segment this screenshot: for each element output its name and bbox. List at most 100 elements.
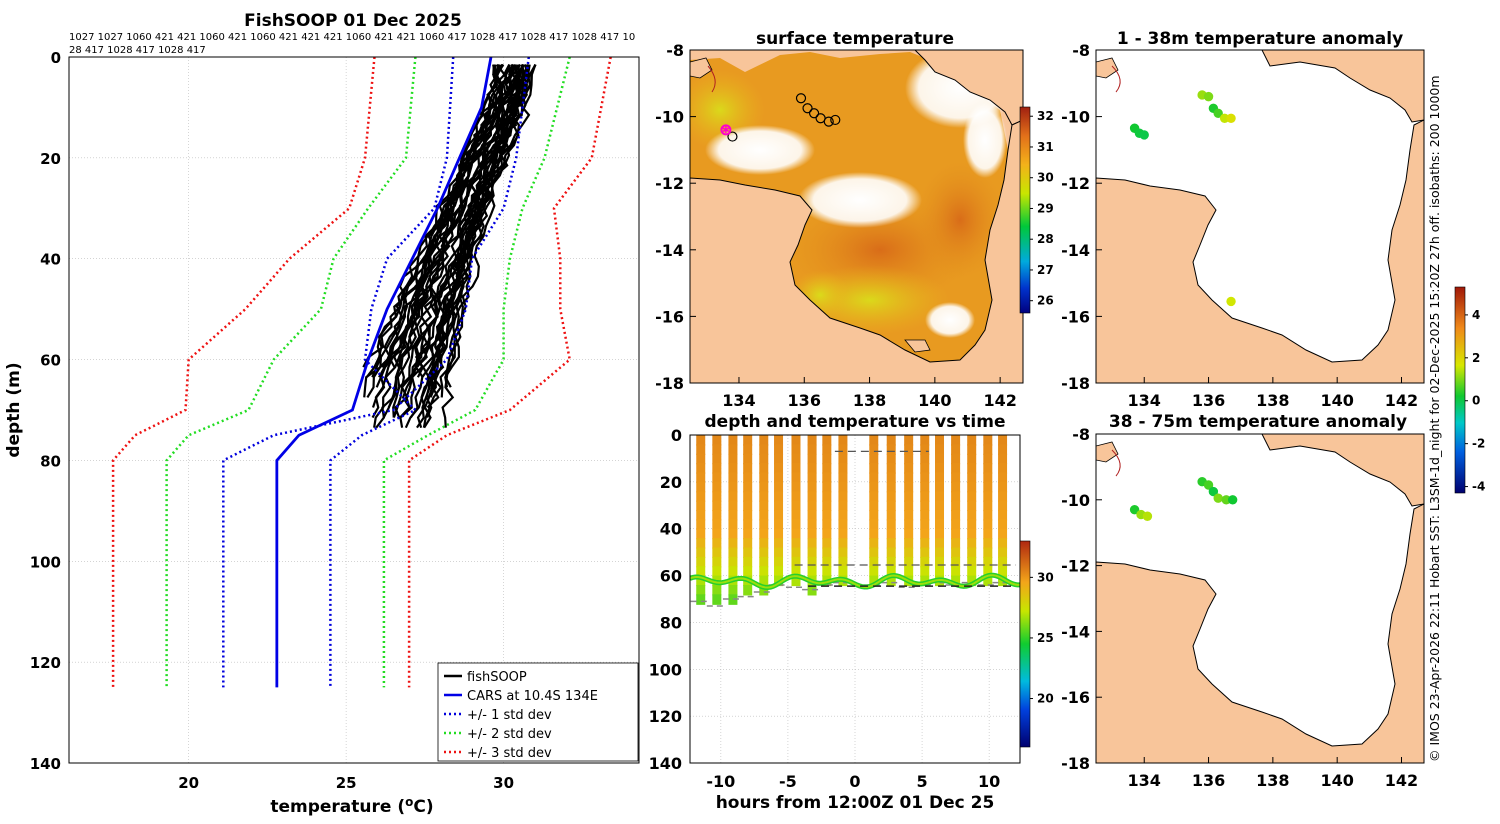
cast-segment <box>869 519 879 530</box>
profile-ytick-label: 80 <box>40 452 61 470</box>
legend-label: +/- 1 std dev <box>467 708 552 723</box>
cast-segment <box>920 519 930 530</box>
profile-ytick-label: 100 <box>30 553 61 571</box>
fishsoop-profile <box>392 64 511 418</box>
cast-segment <box>869 566 879 577</box>
land-north-east <box>1261 434 1424 507</box>
cast-segment <box>743 481 753 493</box>
cast-segment <box>935 547 945 558</box>
cast-segment <box>774 491 784 502</box>
cast-segment <box>728 463 738 474</box>
current-position-star: ✱ <box>722 126 730 136</box>
map-ytick-label: -16 <box>655 307 684 326</box>
time-ytick-label: 60 <box>660 567 682 586</box>
cast-segment <box>838 547 848 558</box>
cast-segment <box>838 509 848 521</box>
anomaly-deep-map <box>1096 434 1424 763</box>
map-xtick-label: 142 <box>1385 771 1418 790</box>
profile-xlabel: temperature (oC) <box>270 795 433 817</box>
cast-segment <box>807 547 817 558</box>
fishsoop-profile <box>409 64 528 419</box>
cast-segment <box>743 538 753 549</box>
anomaly-shallow-points <box>1129 90 1236 307</box>
cast-segment <box>774 481 784 493</box>
profile-legend: fishSOOP CARS at 10.4S 134E +/- 1 std dev +… <box>437 662 639 762</box>
anomaly-deep-points <box>1129 477 1238 521</box>
cast-segment <box>935 472 945 484</box>
cast-segment <box>696 556 706 568</box>
cast-segment <box>904 453 914 465</box>
cast-segment <box>886 538 896 549</box>
cast-segment <box>696 481 706 493</box>
cast-segment <box>983 547 993 558</box>
cast-segment <box>998 528 1008 540</box>
profile-ytick-label: 20 <box>40 150 61 168</box>
cast-segment <box>886 566 896 577</box>
map-ytick-label: -18 <box>1061 754 1090 773</box>
cast-segment <box>998 566 1008 577</box>
cast-segment <box>728 519 738 530</box>
land-gulf-coast <box>1096 503 1424 763</box>
cast-segment <box>759 500 769 512</box>
cast-segment <box>743 528 753 540</box>
colorbar-tick-label: 30 <box>1037 171 1054 185</box>
cast-segment <box>822 538 832 549</box>
cast-segment <box>696 528 706 540</box>
cast-segment <box>838 481 848 493</box>
anomaly-shallow-ticks: -8 -10 -12 -14 -16 -18 134 136 138 140 142 <box>1061 41 1418 410</box>
cast-segment <box>791 566 801 577</box>
cast-segment <box>712 453 722 465</box>
sst-cast-marker <box>823 116 834 127</box>
cast-segment <box>998 435 1008 446</box>
cast-segment <box>935 453 945 465</box>
legend-label: CARS at 10.4S 134E <box>467 689 598 704</box>
cast-segment <box>920 481 930 493</box>
cast-segment <box>728 435 738 446</box>
cast-segment <box>822 472 832 484</box>
cast-segment <box>728 472 738 484</box>
cast-segment <box>728 509 738 521</box>
cast-segment <box>920 472 930 484</box>
cast-segment <box>807 481 817 493</box>
cast-segment <box>998 444 1008 455</box>
cast-segment <box>904 566 914 577</box>
cast-segment <box>774 509 784 521</box>
land-gulf-coast <box>690 119 1023 383</box>
map-ytick-label: -14 <box>1061 622 1090 641</box>
map-xtick-label: 136 <box>788 391 821 410</box>
cast-segment <box>920 538 930 549</box>
cast-segment <box>998 538 1008 549</box>
cast-segment <box>791 575 801 587</box>
cast-segment <box>869 500 879 512</box>
cast-segment <box>904 491 914 502</box>
cast-segment <box>886 491 896 502</box>
cast-segment <box>712 556 722 568</box>
cast-segment <box>822 509 832 521</box>
fishsoop-profile <box>444 64 525 388</box>
cast-segment <box>983 472 993 484</box>
map-ytick-label: -10 <box>1061 108 1090 127</box>
cast-segment <box>951 500 961 512</box>
colorbar-tick-label: -2 <box>1472 437 1485 451</box>
cast-segment <box>807 444 817 455</box>
profile-xtick-label: 30 <box>493 774 514 792</box>
sst-title: surface temperature <box>756 29 954 49</box>
anomaly-deep-frame <box>1095 433 1425 764</box>
cast-segment <box>728 566 738 577</box>
cast-segment <box>967 444 977 455</box>
cast-segment <box>743 509 753 521</box>
cast-segment <box>983 453 993 465</box>
cast-segment <box>983 481 993 493</box>
cast-segment <box>838 463 848 474</box>
legend-box <box>437 662 639 762</box>
cast-segment <box>712 509 722 521</box>
cast-segment <box>791 538 801 549</box>
profile-panel: FishSOOP 01 Dec 2025 1027 1027 1060 421 … <box>4 11 640 817</box>
cast-segment <box>920 500 930 512</box>
std2-right-line <box>382 57 571 688</box>
surface-temperature-panel: surface temperature ✱ -8-10-12-14-1 <box>655 29 1054 410</box>
cast-segment <box>935 519 945 530</box>
cast-segment <box>774 519 784 530</box>
